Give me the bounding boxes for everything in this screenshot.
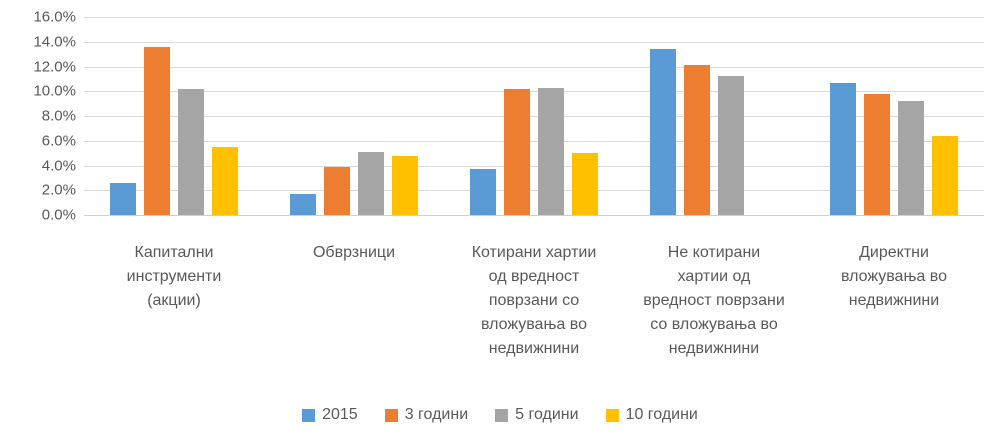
bar-5-години — [718, 76, 744, 215]
category-label: Не котирани хартии од вредност поврзани … — [643, 244, 785, 357]
y-tick-label: 10.0% — [33, 82, 76, 100]
bar-2015 — [830, 82, 856, 215]
category-axis-labels: Капитални инструменти (акции) Обврзници Ко… — [84, 241, 984, 361]
bar-10-години — [572, 153, 598, 215]
bar-3-години — [684, 65, 710, 215]
bar-group — [264, 17, 444, 215]
gridline — [84, 66, 984, 68]
legend-swatch-icon — [302, 408, 316, 422]
bar-group — [444, 17, 624, 215]
bar-3-години — [324, 166, 350, 215]
bar-10-години — [932, 135, 958, 215]
gridline — [84, 41, 984, 43]
bar-5-години — [898, 101, 924, 215]
bar-group — [84, 17, 264, 215]
gridline — [84, 17, 984, 18]
gridline — [84, 165, 984, 167]
plot-region: 16.0% 14.0% 12.0% 10.0% 8.0% 6.0% 4.0% 2.0% 0.0% — [0, 9, 984, 224]
bar-2015 — [290, 193, 316, 215]
legend-swatch-icon — [495, 408, 509, 422]
legend-item: 2015 — [302, 406, 358, 424]
legend-item: 3 години — [384, 406, 469, 424]
legend-item: 10 години — [605, 406, 698, 424]
category-label: Обврзници — [312, 244, 396, 261]
legend-swatch-icon — [605, 408, 619, 422]
y-tick-label: 16.0% — [33, 8, 76, 26]
bar-group — [804, 17, 984, 215]
bar-5-години — [538, 87, 564, 215]
legend-label: 5 години — [515, 406, 579, 423]
legend-item: 5 години — [495, 406, 579, 424]
bar-group — [624, 17, 804, 215]
bar-3-години — [144, 46, 170, 215]
category-label: Директни вложувања во недвижнини — [840, 244, 948, 309]
category-label: Котирани хартии од вредност поврзани со … — [471, 244, 597, 357]
bar-groups — [84, 17, 984, 215]
bar-10-години — [212, 146, 238, 215]
y-tick-label: 0.0% — [41, 206, 76, 224]
y-axis: 16.0% 14.0% 12.0% 10.0% 8.0% 6.0% 4.0% 2.0% 0.0% — [0, 9, 76, 224]
bar-2015 — [470, 169, 496, 215]
gridline — [84, 116, 984, 117]
y-tick-label: 4.0% — [41, 157, 76, 174]
gridline — [84, 91, 984, 93]
legend-swatch-icon — [384, 408, 398, 422]
bar-3-години — [504, 88, 530, 215]
gridline — [84, 140, 984, 142]
y-tick-label: 6.0% — [41, 132, 76, 150]
legend-label: 2015 — [322, 406, 358, 423]
plot-area — [84, 17, 984, 216]
y-tick-label: 8.0% — [41, 107, 76, 125]
category-label: Капитални инструменти (акции) — [126, 244, 222, 309]
bar-2015 — [110, 182, 136, 215]
legend-label: 10 години — [625, 406, 698, 423]
y-tick-label: 14.0% — [33, 33, 76, 51]
legend-label: 3 години — [404, 406, 469, 423]
bar-5-години — [178, 88, 204, 215]
legend: 2015 3 години 5 години 10 години — [0, 400, 1000, 430]
y-tick-label: 2.0% — [41, 181, 76, 199]
y-tick-label: 12.0% — [33, 58, 76, 75]
bar-2015 — [650, 49, 676, 215]
bar-3-години — [864, 93, 890, 215]
bar-10-години — [392, 155, 418, 215]
x-axis-line — [84, 215, 984, 216]
gridline — [84, 190, 984, 192]
bar-5-години — [358, 151, 384, 215]
